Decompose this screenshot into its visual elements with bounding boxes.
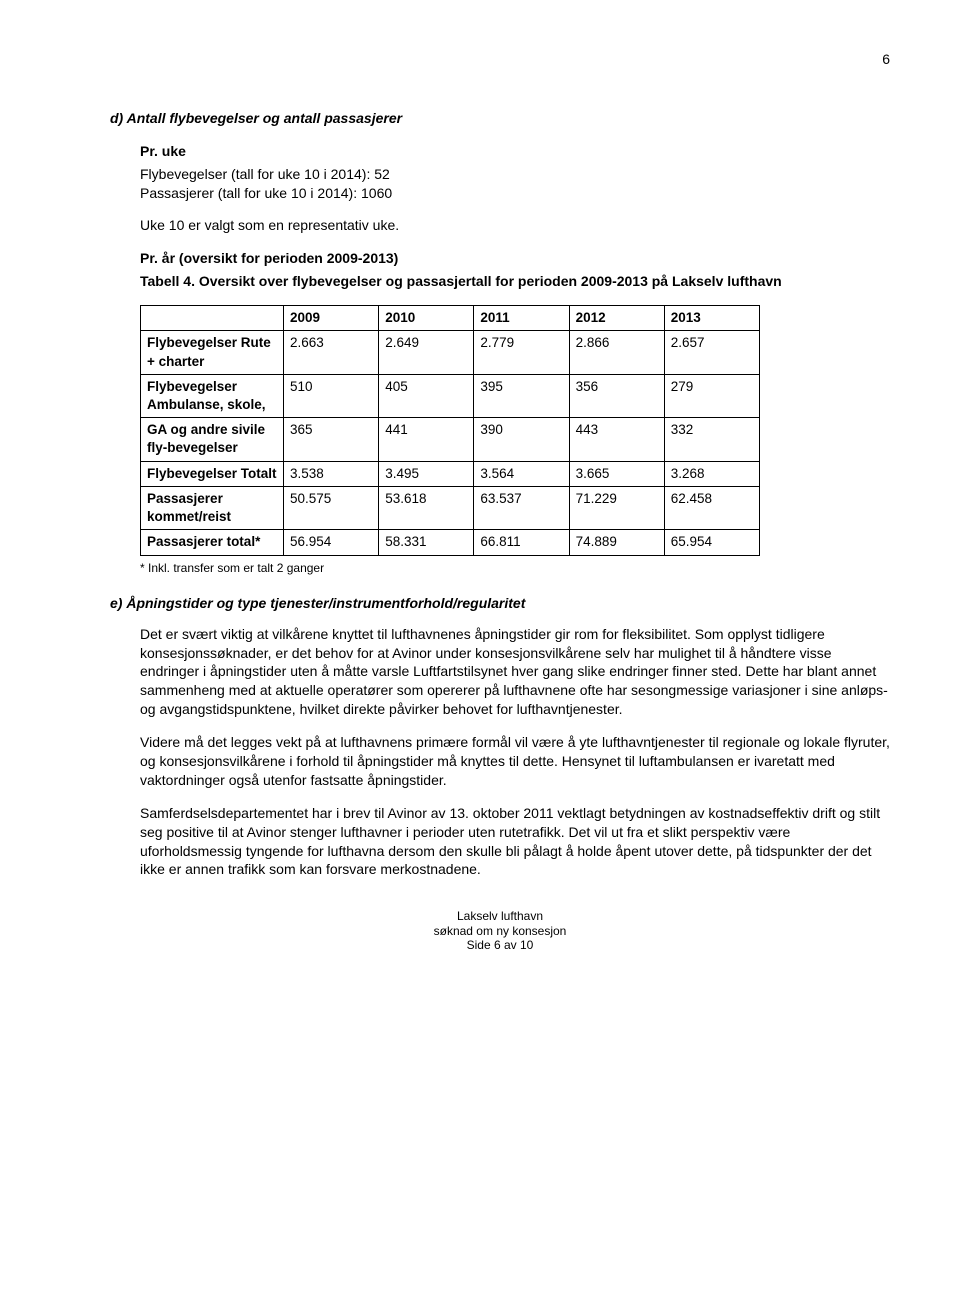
table-footnote: * Inkl. transfer som er talt 2 ganger [140,560,890,576]
table-cell: 71.229 [569,486,664,529]
table-cell: Passasjerer kommet/reist [141,486,284,529]
table-cell: 62.458 [664,486,759,529]
table-row: GA og andre sivile fly-bevegelser 365 44… [141,418,760,461]
table-col-4: 2012 [569,306,664,331]
section-e-heading: e) Åpningstider og type tjenester/instru… [110,594,890,613]
pr-uke-line2: Passasjerer (tall for uke 10 i 2014): 10… [140,184,890,203]
section-e-p1: Det er svært viktig at vilkårene knyttet… [140,625,890,719]
table-cell: 510 [284,374,379,417]
table-cell: 3.268 [664,461,759,486]
section-e-p2: Videre må det legges vekt på at lufthavn… [140,733,890,790]
data-table: 2009 2010 2011 2012 2013 Flybevegelser R… [140,305,760,555]
table-cell: 58.331 [379,530,474,555]
table-cell: 356 [569,374,664,417]
table-cell: 74.889 [569,530,664,555]
table-cell: Flybevegelser Ambulanse, skole, [141,374,284,417]
table-cell: 443 [569,418,664,461]
footer-line2: søknad om ny konsesjon [110,924,890,938]
table-cell: GA og andre sivile fly-bevegelser [141,418,284,461]
footer-line3: Side 6 av 10 [110,938,890,952]
table-header-row: 2009 2010 2011 2012 2013 [141,306,760,331]
table-col-3: 2011 [474,306,569,331]
pr-aar-label: Pr. år (oversikt for perioden 2009-2013) [140,249,890,268]
table-cell: 390 [474,418,569,461]
table-cell: 2.866 [569,331,664,374]
table-col-1: 2009 [284,306,379,331]
table-cell: 3.495 [379,461,474,486]
table-cell: 2.657 [664,331,759,374]
section-d-letter: d) [110,110,123,126]
page-number: 6 [110,50,890,69]
table-cell: 3.564 [474,461,569,486]
table-cell: 2.649 [379,331,474,374]
table-cell: 56.954 [284,530,379,555]
table-cell: 63.537 [474,486,569,529]
table-cell: 279 [664,374,759,417]
table-cell: 405 [379,374,474,417]
table-row: Flybevegelser Ambulanse, skole, 510 405 … [141,374,760,417]
table-caption: Tabell 4. Oversikt over flybevegelser og… [140,272,890,291]
table-cell: 65.954 [664,530,759,555]
table-cell: 3.538 [284,461,379,486]
section-d-title: Antall flybevegelser og antall passasjer… [127,110,402,126]
table-row: Passasjerer kommet/reist 50.575 53.618 6… [141,486,760,529]
table-col-5: 2013 [664,306,759,331]
table-cell: Flybevegelser Totalt [141,461,284,486]
table-cell: 53.618 [379,486,474,529]
table-cell: 3.665 [569,461,664,486]
table-row: Flybevegelser Totalt 3.538 3.495 3.564 3… [141,461,760,486]
table-cell: 2.663 [284,331,379,374]
table-cell: 395 [474,374,569,417]
table-col-0 [141,306,284,331]
pr-uke-label: Pr. uke [140,142,890,161]
table-row: Flybevegelser Rute + charter 2.663 2.649… [141,331,760,374]
section-e-title: Åpningstider og type tjenester/instrumen… [126,595,525,611]
table-cell: 441 [379,418,474,461]
table-cell: Flybevegelser Rute + charter [141,331,284,374]
table-cell: Passasjerer total* [141,530,284,555]
table-cell: 365 [284,418,379,461]
pr-uke-line3: Uke 10 er valgt som en representativ uke… [140,216,890,235]
section-e-p3: Samferdselsdepartementet har i brev til … [140,804,890,880]
table-cell: 50.575 [284,486,379,529]
table-cell: 66.811 [474,530,569,555]
page-footer: Lakselv lufthavn søknad om ny konsesjon … [110,909,890,952]
table-cell: 2.779 [474,331,569,374]
table-cell: 332 [664,418,759,461]
section-d-heading: d) Antall flybevegelser og antall passas… [110,109,890,128]
section-e-letter: e) [110,595,122,611]
footer-line1: Lakselv lufthavn [110,909,890,923]
table-row: Passasjerer total* 56.954 58.331 66.811 … [141,530,760,555]
pr-uke-line1: Flybevegelser (tall for uke 10 i 2014): … [140,165,890,184]
table-col-2: 2010 [379,306,474,331]
